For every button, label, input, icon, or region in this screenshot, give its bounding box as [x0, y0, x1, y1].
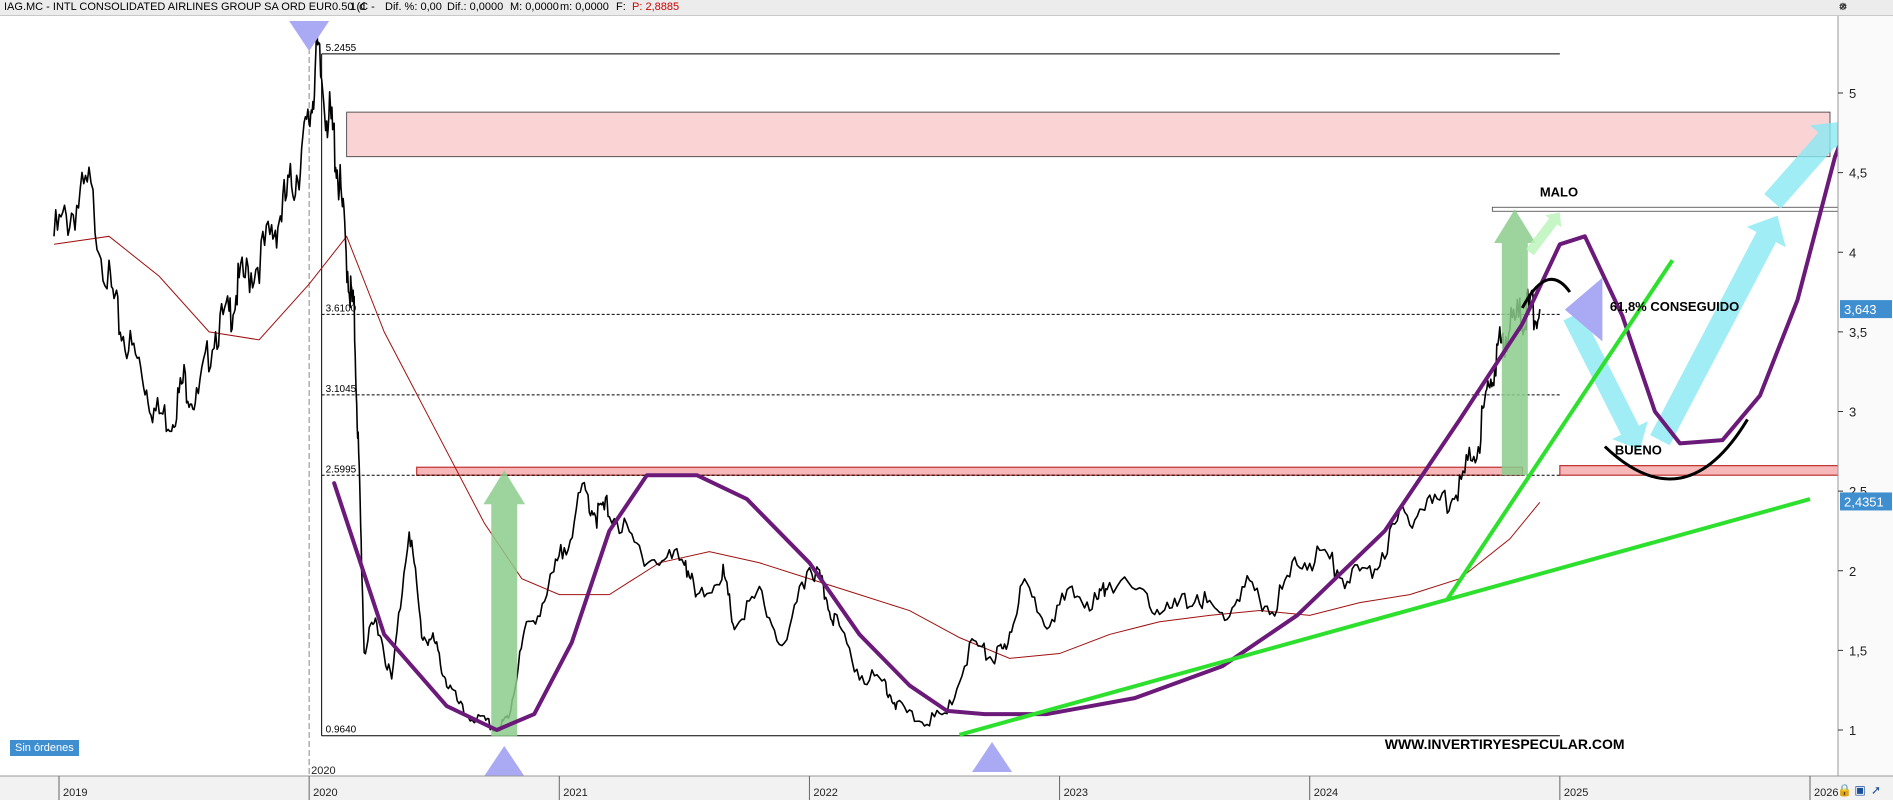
cyan-arrow-up-2: [1764, 121, 1844, 209]
y-tick-label-2: 2: [1849, 564, 1856, 579]
x-tick-label-3: 2022: [813, 787, 837, 799]
zone-target_zone-0: [346, 111, 1831, 158]
triangle-marker-price: [1564, 277, 1603, 342]
y-tick-label-8: 5: [1849, 86, 1856, 101]
black-arc-bottom: [1603, 418, 1749, 481]
max-label: M: 0,0000: [510, 1, 559, 13]
y-tick-label-5: 3,5: [1849, 325, 1867, 340]
x-tick-label-4: 2023: [1064, 787, 1088, 799]
triangle-marker-top: [289, 21, 330, 51]
extra-label: 2020: [311, 765, 335, 777]
save-icon[interactable]: ▣: [1854, 783, 1866, 797]
y-tick-label-7: 4,5: [1849, 166, 1867, 181]
fields-label: F:: [616, 1, 626, 13]
x-tick-label-1: 2020: [313, 787, 337, 799]
fib-label-2: 3.1045: [326, 384, 357, 395]
price-badge-0: [1840, 300, 1892, 319]
symbol-title: IAG.MC - INTL CONSOLIDATED AIRLINES GROU…: [4, 1, 375, 13]
interval-label: 1 d: [350, 1, 366, 13]
arrow-icon[interactable]: ↗: [1838, 2, 1848, 13]
triangle-marker-2020: [484, 746, 525, 776]
footer-toolbar: 🔒 ▣ ➚: [1835, 781, 1887, 798]
orders-badge[interactable]: Sin órdenes: [10, 740, 79, 756]
window-buttons: ⚙ ✕ ↗: [1833, 0, 1893, 15]
y-tick-label-1: 1,5: [1849, 643, 1867, 658]
annotation-1: 61,8% CONSEGUIDO: [1610, 299, 1739, 314]
x-tick-label-6: 2025: [1564, 787, 1588, 799]
malo-level: [1491, 206, 1848, 212]
annotation-3: WWW.INVERTIRYESPECULAR.COM: [1385, 736, 1625, 752]
fib-label-4: 0.9640: [326, 725, 357, 736]
steep-trendline: [1445, 259, 1675, 601]
price-badge-label-1: 2,4351: [1844, 494, 1884, 509]
x-tick-label-5: 2024: [1314, 787, 1338, 799]
price-badge-1: [1840, 492, 1892, 511]
support-trendline: [958, 497, 1811, 737]
change-label: Dif.: 0,0000: [447, 1, 504, 13]
annotation-0: MALO: [1540, 185, 1578, 200]
small-green-arrow: [1525, 212, 1562, 256]
price-badge-label-0: 3,643: [1844, 302, 1877, 317]
cyan-arrow-down: [1563, 311, 1648, 450]
fib-label-0: 5.2455: [326, 43, 357, 54]
annotation-2: BUENO: [1615, 442, 1662, 457]
green-arrow-up-2020: [483, 470, 526, 737]
x-axis-panel: [0, 776, 1893, 800]
price-line: [53, 21, 1541, 733]
min-label: m: 0,0000: [560, 1, 609, 13]
y-tick-label-4: 3: [1849, 405, 1856, 420]
change-pct-label: Dif. %: 0,00: [385, 1, 442, 13]
chart-header: IAG.MC - INTL CONSOLIDATED AIRLINES GROU…: [0, 0, 1893, 16]
triangle-marker-2022: [972, 742, 1013, 772]
cyan-arrow-up-1: [1650, 215, 1786, 446]
lock-icon[interactable]: 🔒: [1837, 783, 1852, 797]
black-arc-top: [1521, 277, 1572, 309]
x-tick-label-0: 2019: [63, 787, 87, 799]
fib-label-1: 3.6100: [326, 303, 357, 314]
y-axis-panel: [1838, 16, 1893, 776]
x-tick-label-7: 2026: [1814, 787, 1838, 799]
moving-average-line: [53, 235, 1541, 659]
zone-resistance_band-1: [416, 466, 1523, 476]
y-tick-label-6: 4: [1849, 245, 1856, 260]
close-icon[interactable]: ✕: [1838, 2, 1848, 13]
x-tick-label-2: 2021: [563, 787, 587, 799]
y-tick-label-0: 1: [1849, 723, 1856, 738]
projection-curve: [332, 122, 1850, 732]
pointer-icon[interactable]: ➚: [1870, 783, 1882, 797]
settings-icon[interactable]: ⚙: [1838, 2, 1848, 13]
fib-label-3: 2.5995: [326, 464, 357, 475]
last-price-label: P: 2,8885: [632, 1, 680, 13]
green-arrow-up-2024: [1494, 209, 1536, 476]
